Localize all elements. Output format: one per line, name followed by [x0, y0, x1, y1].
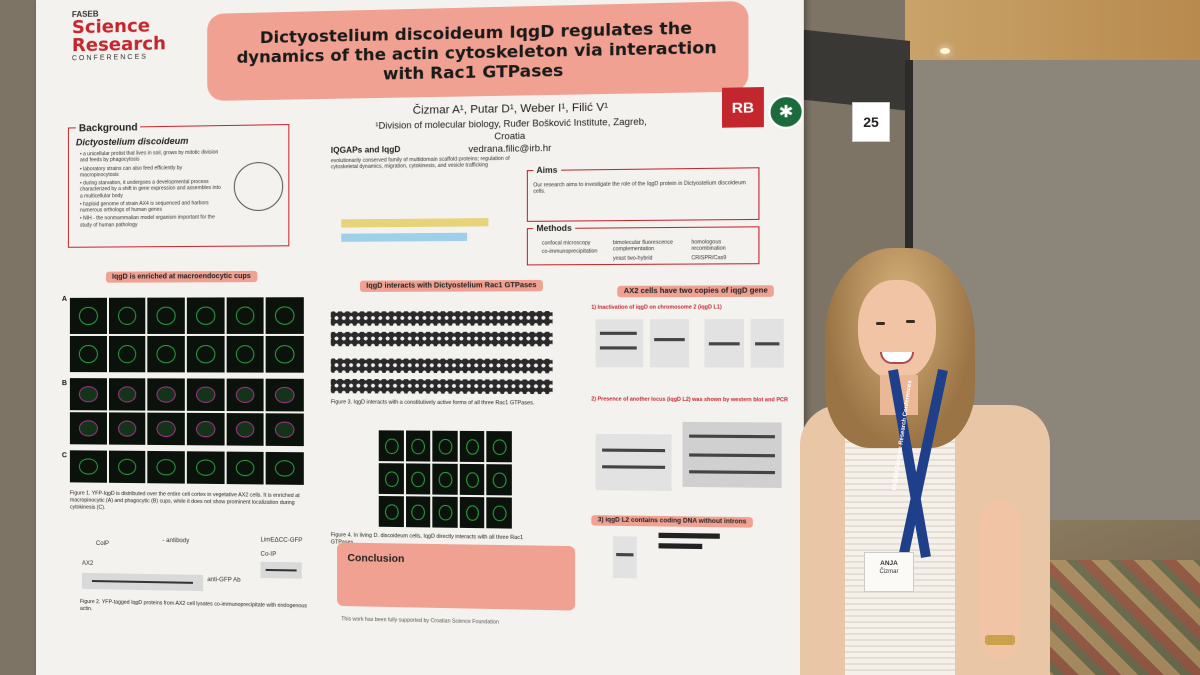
iqgaps-text: evolutionarily conserved family of multi…	[331, 156, 510, 171]
subsection-l2: 2) Presence of another locus (iqgD L2) w…	[591, 396, 788, 403]
wristwatch	[985, 635, 1015, 645]
row-label-c: C	[62, 452, 67, 459]
life-cycle-diagram	[234, 162, 283, 211]
gel-label-lifeact: LimEΔCC-GFP	[261, 537, 303, 545]
subsection-l2-coding: 3) iqgD L2 contains coding DNA without i…	[591, 515, 753, 528]
society-logo-icon: ✱	[768, 95, 804, 129]
iqgaps-heading: IQGAPs and IqgD	[331, 145, 401, 155]
gel-label-colp: ColP	[96, 541, 109, 549]
eye	[906, 320, 915, 323]
contact-email: vedrana.filic@irb.hr	[372, 140, 649, 156]
booth-number-card: 25	[852, 102, 890, 142]
bullet: during starvation, it undergoes a develo…	[80, 179, 221, 199]
figure-1-caption: Figure 1. YFP-IqgD is distributed over t…	[70, 490, 304, 513]
logo-conferences: CONFERENCES	[72, 53, 166, 62]
eye	[876, 322, 885, 325]
southern-blot	[704, 319, 744, 367]
method-item: homologous recombination	[691, 239, 755, 253]
badge-surname: Čizmar	[865, 568, 913, 576]
faseb-logo: FASEB Science Research CONFERENCES	[72, 9, 166, 62]
method-item: co-immunoprecipitation	[542, 249, 607, 256]
aims-heading: Aims	[533, 165, 560, 175]
row-label-a: A	[62, 296, 67, 303]
domain-diagram	[341, 233, 467, 242]
southern-blot	[650, 319, 689, 367]
microscopy-panel-b	[70, 378, 304, 446]
background-subheading: Dictyostelium discoideum	[76, 136, 189, 148]
microscopy-panel-a	[70, 297, 304, 372]
institute-logo: RB	[722, 87, 764, 128]
methods-list: homologous recombination CRISPR/Cas9	[691, 239, 755, 263]
yeast-two-hybrid-row	[331, 379, 553, 394]
bullet: NIH - the nonmammalian model organism im…	[80, 215, 215, 229]
bullet: a unicellular protist that lives in soil…	[80, 149, 218, 163]
gel-label-coip: Co-IP	[261, 552, 277, 560]
gene-model-bar	[659, 533, 720, 539]
scientific-poster: FASEB Science Research CONFERENCES Dicty…	[36, 0, 804, 675]
yeast-two-hybrid-row	[331, 311, 553, 326]
face	[858, 280, 936, 380]
methods-list: confocal microscopy co-immunoprecipitati…	[542, 240, 607, 258]
western-blot-lifeact	[261, 562, 302, 579]
presenter: FASEB Science Research Conferences ANJA …	[780, 240, 1060, 675]
gel-label-ax2: AX2	[82, 561, 93, 569]
microscopy-panel-c	[70, 450, 304, 485]
row-label-b: B	[62, 380, 67, 387]
affiliation: ¹Division of molecular biology, Ruđer Bo…	[372, 115, 649, 144]
background-bullets: • a unicellular protist that lives in so…	[80, 149, 222, 230]
western-blot-l2	[596, 434, 672, 491]
bullet: laboratory strains can also feed efficie…	[80, 165, 182, 179]
authors-block: Čizmar A¹, Putar D¹, Weber I¹, Filić V¹ …	[372, 100, 649, 157]
pcr-gel	[683, 422, 782, 488]
yeast-two-hybrid-row	[331, 332, 553, 347]
methods-list: bimolecular fluorescence complementation…	[613, 239, 683, 263]
badge-name: ANJA	[865, 559, 913, 568]
gene-model-bar	[659, 543, 703, 549]
aims-text: Our research aims to investigate the rol…	[533, 180, 750, 195]
method-item: bimolecular fluorescence complementation	[613, 239, 683, 253]
name-badge: ANJA Čizmar	[864, 552, 914, 592]
gel-label-antibody: - antibody	[162, 538, 189, 546]
subsection-l1: 1) Inactivation of iqgD on chromosome 2 …	[591, 304, 721, 311]
background-heading: Background	[76, 122, 141, 134]
bifc-panel	[379, 430, 512, 528]
southern-blot	[596, 319, 644, 367]
southern-blot	[751, 319, 784, 368]
section-header-copies: AX2 cells have two copies of iqgD gene	[617, 285, 774, 297]
poster-title: Dictyostelium discoideum IqgD regulates …	[207, 1, 748, 101]
domain-diagram	[341, 218, 488, 227]
gel-label-anti-gfp: anti-GFP Ab	[207, 577, 240, 585]
section-header-rac1: IqgD interacts with Dictyostelium Rac1 G…	[360, 280, 543, 292]
funding-note: This work has been fully supported by Cr…	[341, 616, 552, 627]
bullet: haploid genome of strain AX4 is sequence…	[80, 200, 209, 214]
method-item: yeast two-hybrid	[613, 255, 683, 262]
section-header-cups: IqgD is enriched at macroendocytic cups	[106, 271, 257, 283]
methods-heading: Methods	[533, 224, 575, 234]
yeast-two-hybrid-row	[331, 358, 553, 373]
pcr-gel-small	[613, 536, 637, 578]
figure-3-caption: Figure 3. IqgD interacts with a constitu…	[331, 399, 558, 407]
ceiling-light	[940, 48, 950, 54]
figure-2-caption: Figure 2. YFP-tagged IqgD proteins from …	[80, 599, 309, 617]
western-blot-coip	[82, 573, 203, 591]
method-item: confocal microscopy	[542, 240, 607, 247]
logo-research: Research	[72, 35, 166, 55]
conclusion-heading: Conclusion	[347, 553, 404, 565]
method-item: CRISPR/Cas9	[691, 254, 755, 261]
